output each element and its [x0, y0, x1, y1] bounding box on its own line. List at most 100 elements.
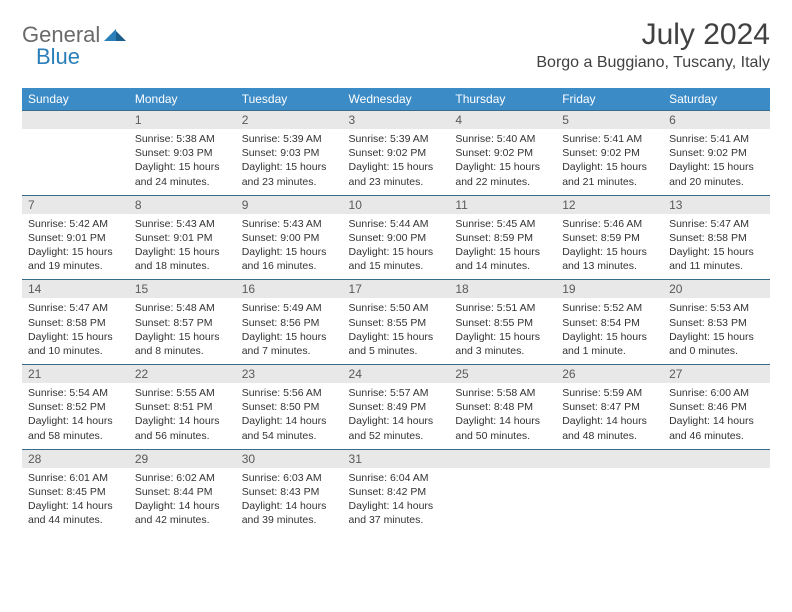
day-cell: Sunrise: 5:53 AMSunset: 8:53 PMDaylight:…: [663, 298, 770, 364]
day-number: 31: [343, 449, 450, 468]
day-line: Daylight: 15 hours: [135, 330, 230, 344]
day-header: Thursday: [449, 88, 556, 111]
day-cell: Sunrise: 5:55 AMSunset: 8:51 PMDaylight:…: [129, 383, 236, 449]
day-line: Sunset: 8:59 PM: [455, 231, 550, 245]
day-line: Daylight: 14 hours: [242, 414, 337, 428]
day-line: Sunset: 9:02 PM: [669, 146, 764, 160]
day-line: Sunrise: 5:54 AM: [28, 386, 123, 400]
day-cell: Sunrise: 5:56 AMSunset: 8:50 PMDaylight:…: [236, 383, 343, 449]
day-line: Sunrise: 5:47 AM: [28, 301, 123, 315]
day-line: Sunset: 8:42 PM: [349, 485, 444, 499]
day-line: and 46 minutes.: [669, 429, 764, 443]
day-number: 27: [663, 365, 770, 384]
day-number: 9: [236, 195, 343, 214]
day-line: Sunrise: 5:39 AM: [242, 132, 337, 146]
logo-text-blue: Blue: [36, 44, 80, 69]
day-line: and 56 minutes.: [135, 429, 230, 443]
day-line: Sunrise: 5:39 AM: [349, 132, 444, 146]
day-number: 2: [236, 111, 343, 130]
day-line: Sunset: 8:50 PM: [242, 400, 337, 414]
day-header: Sunday: [22, 88, 129, 111]
day-line: Daylight: 15 hours: [455, 160, 550, 174]
day-line: Sunset: 8:59 PM: [562, 231, 657, 245]
day-line: Daylight: 14 hours: [28, 499, 123, 513]
day-number: 28: [22, 449, 129, 468]
day-line: Daylight: 15 hours: [28, 245, 123, 259]
day-line: Daylight: 15 hours: [349, 330, 444, 344]
day-number-row: 14151617181920: [22, 280, 770, 299]
calendar-table: Sunday Monday Tuesday Wednesday Thursday…: [22, 88, 770, 534]
day-line: Sunrise: 5:42 AM: [28, 217, 123, 231]
day-cell: Sunrise: 5:39 AMSunset: 9:03 PMDaylight:…: [236, 129, 343, 195]
day-line: Daylight: 15 hours: [562, 245, 657, 259]
day-line: Sunrise: 5:52 AM: [562, 301, 657, 315]
day-line: Sunset: 8:48 PM: [455, 400, 550, 414]
day-line: Sunset: 9:02 PM: [562, 146, 657, 160]
day-line: and 24 minutes.: [135, 175, 230, 189]
day-number-row: 78910111213: [22, 195, 770, 214]
day-content-row: Sunrise: 5:54 AMSunset: 8:52 PMDaylight:…: [22, 383, 770, 449]
day-line: Sunrise: 5:43 AM: [242, 217, 337, 231]
day-line: Sunrise: 5:57 AM: [349, 386, 444, 400]
day-line: Sunset: 8:44 PM: [135, 485, 230, 499]
day-line: Daylight: 14 hours: [242, 499, 337, 513]
day-line: and 10 minutes.: [28, 344, 123, 358]
day-line: Sunrise: 5:43 AM: [135, 217, 230, 231]
day-line: Sunset: 9:01 PM: [28, 231, 123, 245]
day-line: Daylight: 15 hours: [669, 245, 764, 259]
day-line: and 8 minutes.: [135, 344, 230, 358]
day-number-row: 21222324252627: [22, 365, 770, 384]
day-number: 16: [236, 280, 343, 299]
day-number: 18: [449, 280, 556, 299]
day-cell: Sunrise: 6:03 AMSunset: 8:43 PMDaylight:…: [236, 468, 343, 534]
day-line: Sunset: 8:55 PM: [455, 316, 550, 330]
day-line: Daylight: 14 hours: [349, 414, 444, 428]
day-cell: Sunrise: 5:39 AMSunset: 9:02 PMDaylight:…: [343, 129, 450, 195]
day-header: Saturday: [663, 88, 770, 111]
day-line: and 18 minutes.: [135, 259, 230, 273]
day-number-row: 123456: [22, 111, 770, 130]
day-line: Sunrise: 5:55 AM: [135, 386, 230, 400]
day-line: Daylight: 14 hours: [135, 414, 230, 428]
day-number: 13: [663, 195, 770, 214]
day-line: and 37 minutes.: [349, 513, 444, 527]
day-line: Daylight: 15 hours: [135, 245, 230, 259]
day-line: Sunrise: 5:44 AM: [349, 217, 444, 231]
day-line: and 42 minutes.: [135, 513, 230, 527]
day-number: 3: [343, 111, 450, 130]
day-line: Daylight: 15 hours: [242, 160, 337, 174]
day-line: Sunset: 8:49 PM: [349, 400, 444, 414]
day-cell: Sunrise: 6:01 AMSunset: 8:45 PMDaylight:…: [22, 468, 129, 534]
day-cell: Sunrise: 5:43 AMSunset: 9:00 PMDaylight:…: [236, 214, 343, 280]
day-number: 17: [343, 280, 450, 299]
day-line: Sunset: 9:00 PM: [349, 231, 444, 245]
day-cell: Sunrise: 5:38 AMSunset: 9:03 PMDaylight:…: [129, 129, 236, 195]
day-cell: Sunrise: 5:54 AMSunset: 8:52 PMDaylight:…: [22, 383, 129, 449]
day-line: Sunrise: 5:56 AM: [242, 386, 337, 400]
day-line: Sunrise: 5:41 AM: [562, 132, 657, 146]
day-line: and 1 minute.: [562, 344, 657, 358]
day-number: 21: [22, 365, 129, 384]
day-number: 1: [129, 111, 236, 130]
day-line: Daylight: 15 hours: [135, 160, 230, 174]
calendar-body: 123456Sunrise: 5:38 AMSunset: 9:03 PMDay…: [22, 111, 770, 534]
day-line: Daylight: 14 hours: [28, 414, 123, 428]
day-number: [663, 449, 770, 468]
day-cell: Sunrise: 5:50 AMSunset: 8:55 PMDaylight:…: [343, 298, 450, 364]
day-line: Daylight: 15 hours: [562, 330, 657, 344]
day-line: and 20 minutes.: [669, 175, 764, 189]
day-line: Sunset: 8:57 PM: [135, 316, 230, 330]
day-line: and 50 minutes.: [455, 429, 550, 443]
day-header: Monday: [129, 88, 236, 111]
day-line: Sunrise: 5:59 AM: [562, 386, 657, 400]
day-line: Daylight: 14 hours: [562, 414, 657, 428]
day-line: Daylight: 15 hours: [455, 245, 550, 259]
day-cell: [663, 468, 770, 534]
day-number: 26: [556, 365, 663, 384]
day-line: Sunset: 8:52 PM: [28, 400, 123, 414]
day-line: Sunset: 9:00 PM: [242, 231, 337, 245]
day-number: 19: [556, 280, 663, 299]
day-cell: Sunrise: 5:45 AMSunset: 8:59 PMDaylight:…: [449, 214, 556, 280]
day-number: 8: [129, 195, 236, 214]
day-line: and 21 minutes.: [562, 175, 657, 189]
